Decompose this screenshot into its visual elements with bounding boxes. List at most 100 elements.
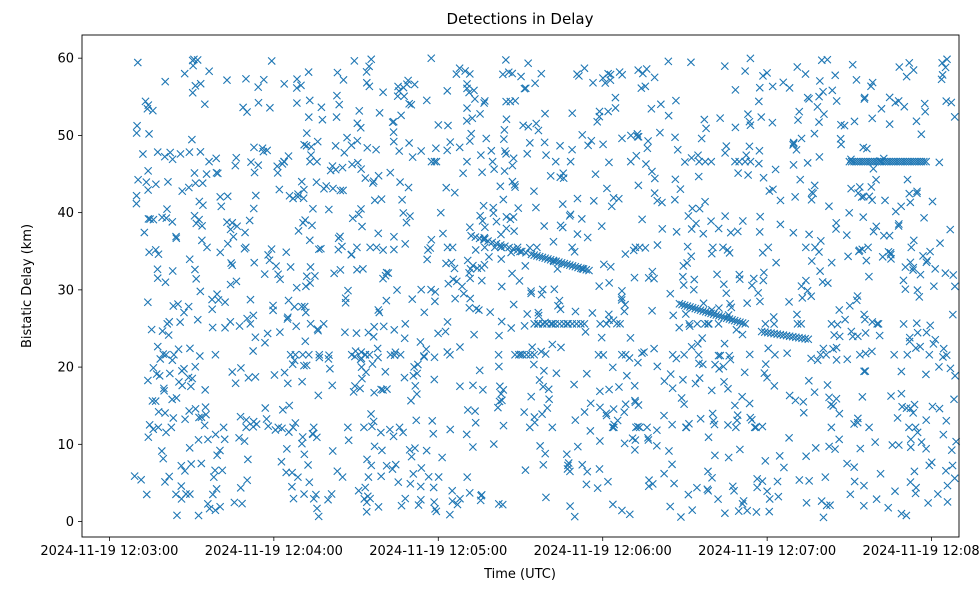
detection-point [373,344,382,353]
detection-point [765,507,774,516]
detection-point [617,286,626,295]
track-point [693,305,702,314]
detection-point [803,93,812,102]
detection-point [621,250,630,259]
detection-point [432,157,441,166]
detection-point [379,88,388,97]
detection-point [172,234,181,243]
detection-point [922,416,931,425]
detection-point [357,374,366,383]
detection-point [747,281,756,290]
detection-point [793,319,802,328]
detection-point [608,500,617,509]
detection-point [686,58,695,67]
detection-point [716,114,725,123]
detection-point [801,243,810,252]
detection-point [467,129,476,138]
detection-point [805,476,814,485]
detection-point [905,337,914,346]
detection-point [599,140,608,149]
detection-point [879,231,888,240]
detection-point [493,403,502,412]
detection-point [909,66,918,75]
detection-point [133,58,142,67]
detection-point [704,319,713,328]
detection-point [946,364,955,373]
detection-point [872,175,881,184]
detection-point [218,466,227,475]
detection-point [734,507,743,516]
detection-point [749,274,758,283]
detection-point [580,64,589,73]
detection-point [197,236,206,245]
detection-point [608,363,617,372]
detection-point [354,210,363,219]
track-point [511,350,520,359]
detection-point [935,158,944,167]
track-point [549,256,558,265]
detection-point [941,269,950,278]
detection-point [895,63,904,72]
track-point [791,333,800,342]
detection-point [347,250,356,259]
detection-point [552,369,561,378]
detection-point [519,121,528,130]
detection-point [293,473,302,482]
detection-point [738,392,747,401]
detection-point [556,343,565,352]
detection-point [670,479,679,488]
detection-point [570,380,579,389]
detection-point [372,145,381,154]
detection-point [269,306,278,315]
detection-point [601,79,610,88]
detection-point [353,158,362,167]
detection-point [174,345,183,354]
detection-point [465,69,474,78]
detection-point [666,502,675,511]
detection-point [647,167,656,176]
detection-point [573,230,582,239]
detection-point [143,298,152,307]
detection-point [535,375,544,384]
track-point [707,309,716,318]
detection-point [715,364,724,373]
detection-point [738,330,747,339]
detection-point [602,411,611,420]
detection-point [386,350,395,359]
detection-point [924,498,933,507]
detection-point [304,113,313,122]
detection-point [212,484,221,493]
y-tick-label: 50 [57,129,74,144]
detection-point [244,373,253,382]
detection-point [815,76,824,85]
track-point [568,261,577,270]
detection-point [393,92,402,101]
detection-point [850,463,859,472]
detection-point [566,157,575,166]
detection-point [180,466,189,475]
detection-point [606,76,615,85]
detection-point [695,157,704,166]
detection-point [452,70,461,79]
track-point [530,251,539,260]
detection-point [714,224,723,233]
detection-point [151,180,160,189]
detection-point [169,413,178,422]
detection-point [832,225,841,234]
detection-point [177,494,186,503]
detection-point [379,246,388,255]
detection-point [352,329,361,338]
detection-point [316,244,325,253]
detection-point [744,171,753,180]
detection-point [687,225,696,234]
detection-point [196,287,205,296]
detection-point [688,506,697,515]
detection-point [926,321,935,330]
detection-point [159,454,168,463]
detection-point [739,496,748,505]
y-tick-label: 40 [57,206,74,221]
detection-point [644,137,653,146]
detection-point [819,344,828,353]
detection-point [222,76,231,85]
detection-point [795,476,804,484]
